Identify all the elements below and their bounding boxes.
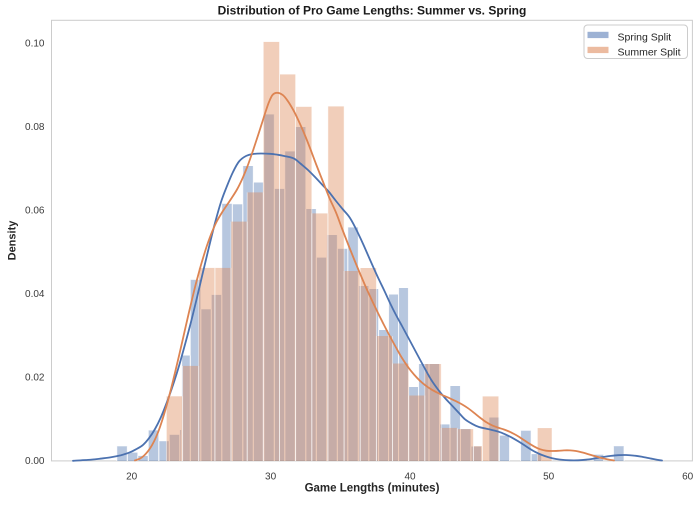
svg-text:Distribution of Pro Game Lengt: Distribution of Pro Game Lengths: Summer… — [218, 4, 527, 18]
svg-text:0.10: 0.10 — [25, 39, 45, 50]
svg-text:0.08: 0.08 — [25, 122, 45, 133]
svg-text:0.06: 0.06 — [25, 206, 45, 217]
svg-text:0.04: 0.04 — [25, 289, 45, 300]
svg-text:50: 50 — [543, 472, 555, 483]
svg-text:Summer Split: Summer Split — [618, 46, 681, 58]
svg-text:0.02: 0.02 — [25, 373, 45, 384]
svg-text:Density: Density — [7, 220, 19, 261]
svg-text:Game Lengths (minutes): Game Lengths (minutes) — [305, 483, 440, 495]
svg-text:20: 20 — [126, 472, 138, 483]
svg-text:Spring Split: Spring Split — [618, 31, 672, 43]
svg-text:40: 40 — [404, 472, 416, 483]
svg-text:60: 60 — [682, 472, 694, 483]
svg-text:30: 30 — [265, 472, 277, 483]
svg-text:0.00: 0.00 — [25, 456, 45, 467]
